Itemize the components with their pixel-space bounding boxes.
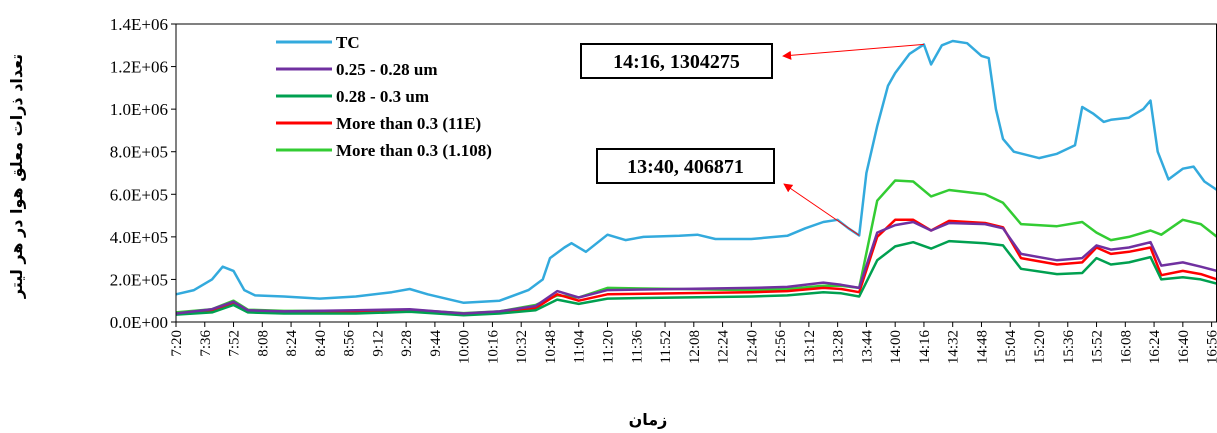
- x-tick-label: 14:16: [917, 330, 933, 365]
- x-tick-label: 16:40: [1176, 330, 1192, 364]
- legend-label: 0.25 - 0.28 um: [336, 60, 438, 79]
- y-tick-label: 8.0E+05: [110, 143, 168, 162]
- annotation-arrow: [782, 43, 924, 60]
- x-tick-label: 13:12: [802, 330, 818, 364]
- x-tick-label: 14:00: [888, 330, 904, 364]
- x-tick-label: 8:56: [342, 330, 358, 357]
- y-tick-label: 2.0E+05: [110, 270, 168, 289]
- x-tick-label: 14:48: [974, 330, 990, 364]
- y-tick-label: 6.0E+05: [110, 185, 168, 204]
- legend: TC 0.25 - 0.28 um 0.28 - 0.3 um More than 0…: [276, 33, 492, 160]
- x-tick-label: 11:04: [572, 330, 588, 364]
- x-tick-label: 15:04: [1003, 330, 1019, 365]
- annotation-label: 14:16, 1304275: [613, 51, 740, 73]
- x-tick-label: 12:08: [687, 330, 703, 364]
- x-tick-label: 8:08: [255, 330, 271, 357]
- x-tick-label: 11:20: [601, 330, 617, 364]
- x-axis-title: زمان: [629, 410, 668, 429]
- annotation-arrow: [783, 183, 860, 236]
- x-tick-label: 13:28: [831, 330, 847, 364]
- x-tick-label: 15:20: [1032, 330, 1048, 364]
- x-tick-label: 12:40: [744, 330, 760, 364]
- y-tick-label: 1.2E+06: [110, 58, 168, 77]
- y-tick-label: 1.0E+06: [110, 100, 168, 119]
- x-tick-label: 10:48: [543, 330, 559, 364]
- series-line: [175, 220, 1217, 315]
- annotation-label: 13:40, 406871: [627, 156, 744, 178]
- y-axis-title: تعداد ذرات معلق هوا در هر ليتر: [7, 54, 26, 299]
- series-line: [175, 239, 1217, 317]
- annotation-box: [580, 43, 773, 79]
- x-tick-label: 7:36: [198, 330, 214, 357]
- x-tick-label: 11:36: [629, 330, 645, 364]
- annotations: 14:16, 1304275 13:40, 406871: [580, 43, 924, 236]
- x-tick-label: 10:16: [485, 330, 501, 365]
- legend-label: More than 0.3 (1.108): [336, 141, 492, 160]
- y-tick-label: 4.0E+05: [110, 228, 168, 247]
- x-tick-label: 7:52: [227, 330, 243, 357]
- annotation-box: [596, 148, 775, 184]
- x-tick-label: 8:24: [284, 330, 300, 357]
- x-tick-label: 16:56: [1205, 330, 1217, 365]
- legend-label: 0.28 - 0.3 um: [336, 87, 429, 106]
- x-tick-label: 10:00: [457, 330, 473, 364]
- x-tick-label: 12:24: [716, 330, 732, 365]
- legend-label: TC: [336, 33, 360, 52]
- x-tick-label: 15:52: [1090, 330, 1106, 364]
- x-tick-label: 14:32: [946, 330, 962, 364]
- x-tick-label: 9:28: [399, 330, 415, 357]
- y-tick-label: 1.4E+06: [110, 15, 168, 34]
- x-tick-label: 9:44: [428, 330, 444, 357]
- axes: 0.0E+00 2.0E+05 4.0E+05 6.0E+05 8.0E+05 1.0E+…: [110, 15, 1217, 364]
- x-tick-label: 9:12: [370, 330, 386, 357]
- x-tick-label: 7:20: [169, 330, 185, 357]
- x-tick-label: 15:36: [1061, 330, 1077, 365]
- x-tick-label: 16:24: [1147, 330, 1163, 365]
- x-tick-label: 8:40: [313, 330, 329, 357]
- x-tick-label: 13:44: [859, 330, 875, 365]
- y-tick-label: 0.0E+00: [110, 313, 168, 332]
- x-tick-label: 12:56: [773, 330, 789, 365]
- legend-label: More than 0.3 (11E): [336, 114, 481, 133]
- x-tick-label: 11:52: [658, 330, 674, 364]
- x-tick-label: 10:32: [514, 330, 530, 364]
- x-tick-label: 16:08: [1118, 330, 1134, 364]
